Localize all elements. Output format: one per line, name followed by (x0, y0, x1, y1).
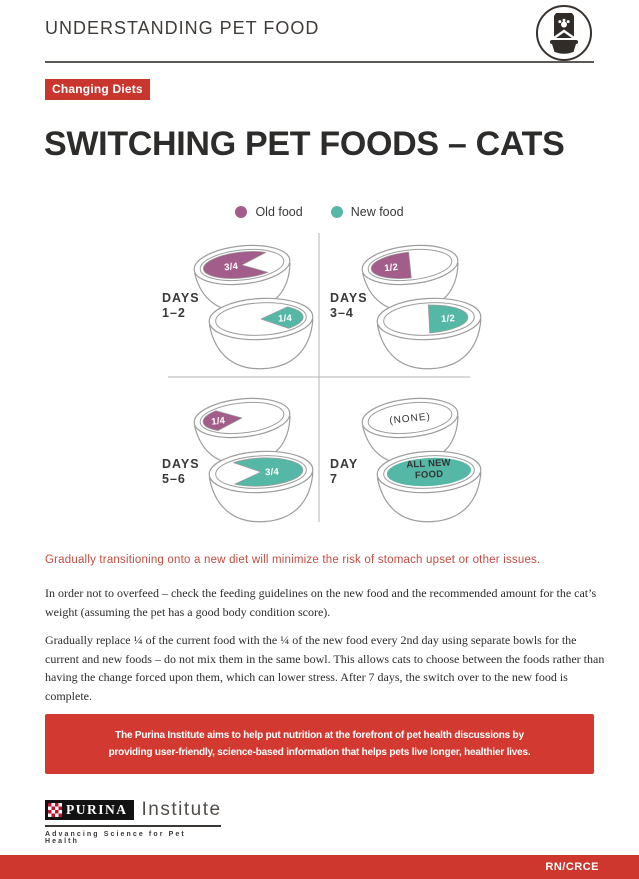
legend-dot-icon (235, 206, 248, 218)
legend-dot-icon (330, 206, 343, 218)
day-label: DAY 7 (330, 457, 358, 486)
portion-label: (NONE) (389, 411, 431, 426)
paragraph: Gradually replace ¼ of the current food … (45, 633, 605, 703)
purina-wordmark: PURINA (45, 800, 134, 820)
purina-institute-banner: The Purina Institute aims to help put nu… (45, 714, 594, 774)
purina-checkerboard-icon (48, 803, 62, 817)
logo-divider (45, 825, 221, 827)
purina-brand-text: PURINA (66, 802, 128, 817)
old-food-bowl: (NONE) (361, 397, 459, 465)
food-fill (427, 304, 469, 334)
banner-line: The Purina Institute aims to help put nu… (115, 729, 524, 741)
legend-label: Old food (255, 205, 303, 219)
legend-label: New food (350, 205, 404, 219)
body-copy: In order not to overfeed – check the fee… (45, 584, 605, 744)
highlight-text: Gradually transitioning onto a new diet … (45, 554, 541, 566)
header-divider (45, 61, 594, 63)
purina-institute-logo: PURINA Institute Advancing Science for P… (45, 799, 222, 845)
legend: Old food New food (0, 205, 639, 219)
portion-label: 3/4 (265, 467, 280, 479)
portion-label: 1/4 (211, 415, 226, 427)
portion-label: 3/4 (224, 261, 239, 273)
institute-text: Institute (141, 799, 222, 820)
food-fill (202, 410, 243, 431)
transition-diagram: DAYS 1–2 3/4 1/4 DAYS 3–4 1/2 1/2 DAYS 5–6 1/4 3/4 D… (155, 228, 485, 538)
food-fill (260, 306, 304, 329)
portion-label: 1/2 (441, 313, 455, 325)
portion-label: 1/4 (278, 313, 293, 325)
section-badge: Changing Diets (45, 79, 150, 100)
footer-bar: RN/CRCE (0, 855, 639, 879)
footer-code: RN/CRCE (545, 861, 599, 873)
day-label: DAYS 5–6 (162, 457, 200, 486)
pet-food-bag-and-bowl-icon (533, 2, 595, 71)
new-food-bowl: ALL NEWFOOD (376, 450, 482, 523)
new-food-bowl: 1/2 (376, 297, 482, 370)
legend-item: New food (330, 205, 404, 219)
header-title: UNDERSTANDING PET FOOD (45, 18, 320, 38)
paragraph: In order not to overfeed – check the fee… (45, 586, 597, 619)
food-fill (203, 251, 269, 279)
new-food-bowl: 1/4 (208, 297, 314, 370)
food-fill (370, 251, 412, 279)
portion-label: ALL NEWFOOD (406, 457, 452, 481)
banner-line: providing user-friendly, science-based i… (108, 747, 531, 758)
food-fill (233, 457, 304, 487)
old-food-bowl: 3/4 (193, 244, 291, 312)
page-title: SWITCHING PET FOODS – CATS (44, 125, 565, 163)
food-fill (386, 457, 472, 487)
day-label: DAYS 1–2 (162, 291, 200, 320)
logo-tagline: Advancing Science for Pet Health (45, 831, 186, 845)
old-food-bowl: 1/2 (361, 244, 459, 312)
day-label: DAYS 3–4 (330, 291, 368, 320)
new-food-bowl: 3/4 (208, 450, 314, 523)
portion-label: 1/2 (384, 262, 399, 274)
legend-item: Old food (235, 205, 303, 219)
